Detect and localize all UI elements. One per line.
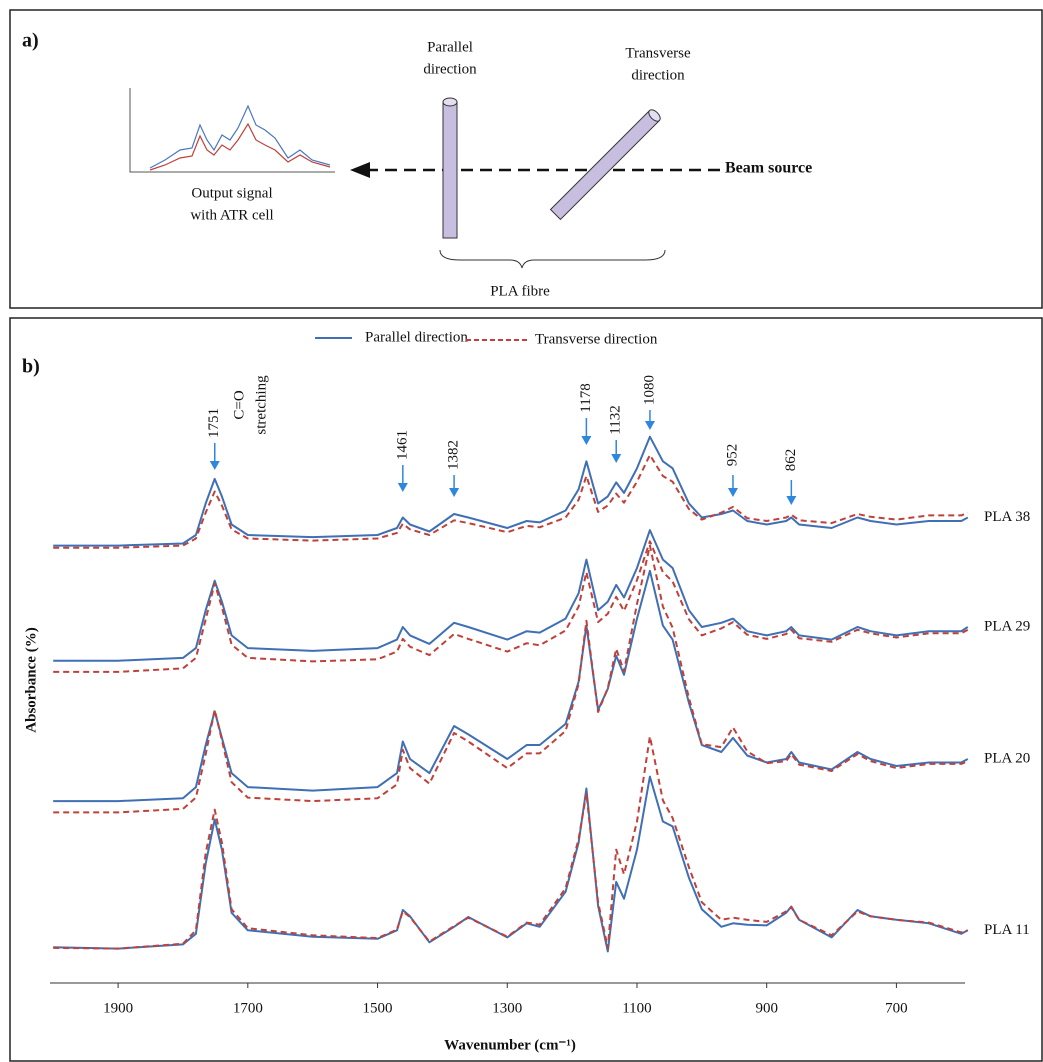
transverse-label: Transverse (625, 45, 691, 61)
legend-label: Parallel direction (365, 329, 468, 345)
x-tick-label: 1700 (233, 1000, 263, 1016)
parallel-label: Parallel (427, 39, 473, 55)
peak-arrowhead (611, 454, 622, 463)
peak-arrowhead (727, 488, 738, 497)
peak-label: 952 (724, 444, 740, 467)
peak-label: 1178 (578, 383, 594, 412)
beam-label: Beam source (725, 160, 812, 177)
sample-label: PLA 11 (984, 922, 1030, 938)
spectrum-line (53, 735, 969, 950)
legend-label: Transverse direction (535, 331, 658, 347)
fibre-body (442, 101, 458, 239)
panel-label: a) (22, 30, 39, 52)
mini-axes (129, 88, 335, 173)
peak-arrowhead (209, 461, 220, 470)
fibre-body (549, 109, 661, 221)
x-tick-label: 900 (755, 1000, 778, 1016)
mini-transverse (149, 122, 331, 171)
transverse-fibre (549, 109, 661, 221)
x-axis-label: Wavenumber (cm⁻¹) (444, 1037, 576, 1053)
x-tick-label: 1900 (103, 1000, 133, 1016)
parallel-fibre (442, 97, 458, 239)
fibre-end (442, 97, 458, 107)
sample-label: PLA 38 (984, 509, 1030, 525)
panel-a-frame (9, 9, 1043, 309)
x-tick-label: 1100 (622, 1000, 651, 1016)
peak-label: 1382 (446, 440, 462, 470)
brace (439, 249, 666, 269)
spectrum-line (53, 544, 969, 814)
peak-label: 1132 (608, 405, 624, 434)
output-label: Output signal (191, 185, 272, 201)
spectrum-line (53, 454, 969, 549)
panel-b-frame (9, 317, 1043, 1062)
sample-label: PLA 20 (984, 750, 1030, 766)
beam-arrowhead (350, 162, 370, 178)
x-tick-label: 1500 (363, 1000, 393, 1016)
mini-parallel (149, 104, 331, 169)
y-axis-label: Absorbance (%) (23, 627, 39, 732)
peak-arrowhead (581, 436, 592, 445)
sample-label: PLA 29 (984, 618, 1030, 634)
output-label: with ATR cell (190, 207, 273, 223)
peak-arrowhead (644, 421, 655, 430)
peak-arrowhead (786, 496, 797, 505)
transverse-label: direction (631, 67, 685, 83)
annotation: C=O (231, 390, 247, 419)
peak-arrowhead (397, 483, 408, 492)
annotation: stretching (253, 375, 269, 435)
mini-spectrum (129, 88, 335, 173)
peak-label: 862 (783, 449, 799, 472)
x-tick-label: 1300 (492, 1000, 522, 1016)
peak-arrowhead (449, 488, 460, 497)
fibre-end (648, 109, 661, 122)
fibre-label: PLA fibre (490, 283, 550, 299)
panel-label: b) (22, 356, 40, 378)
spectrum-line (53, 540, 969, 673)
peak-label: 1080 (641, 375, 657, 405)
peak-label: 1751 (206, 408, 222, 438)
x-tick-label: 700 (885, 1000, 908, 1016)
spectrum-line (53, 775, 969, 953)
parallel-label: direction (423, 61, 477, 77)
peak-label: 1461 (394, 430, 410, 460)
spectrum-line (53, 529, 969, 662)
spectrum-line (53, 435, 969, 547)
